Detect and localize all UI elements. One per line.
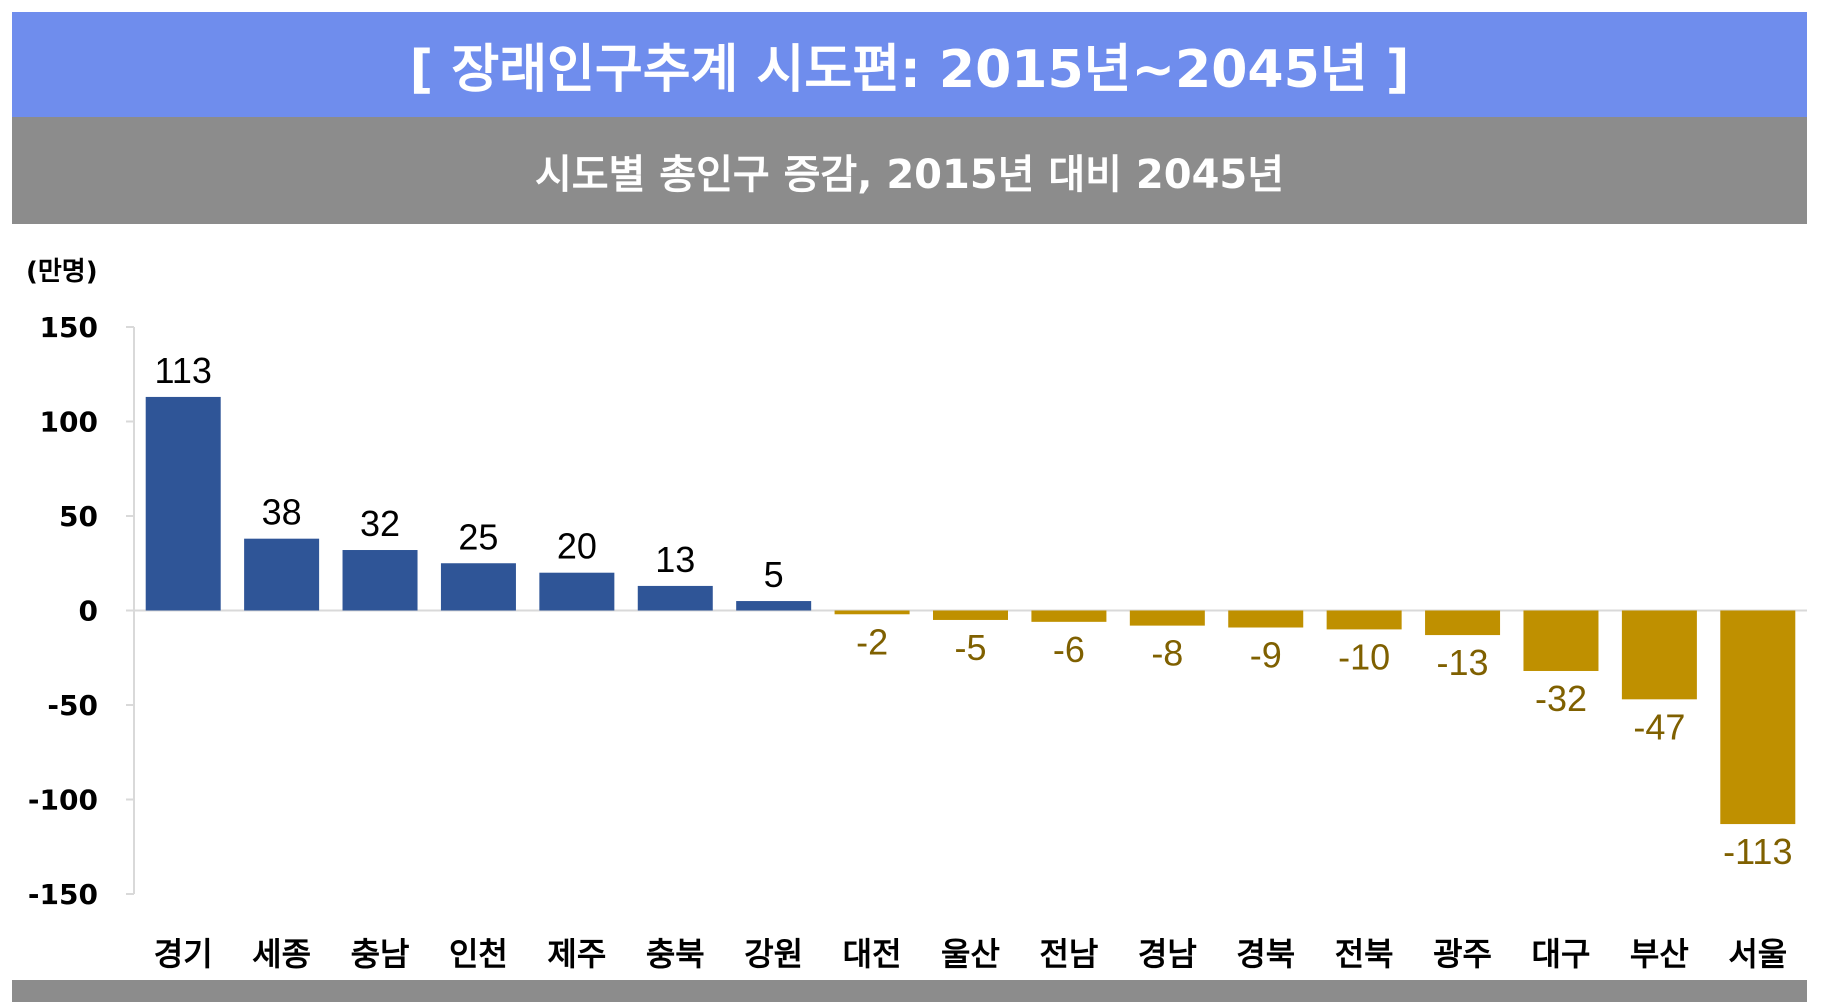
x-category-label: 제주: [547, 935, 606, 973]
bar-제주: [539, 572, 615, 611]
footer-bar: [12, 980, 1807, 1002]
data-label: -113: [1723, 831, 1792, 872]
bar-대전: [834, 610, 910, 615]
x-category-label: 충남: [351, 935, 410, 973]
bar-경기: [145, 396, 221, 611]
data-label: 5: [764, 554, 784, 595]
bar-충남: [342, 550, 418, 611]
bar-대구: [1523, 610, 1599, 671]
x-category-label: 부산: [1630, 935, 1689, 973]
bar-경남: [1129, 610, 1205, 626]
bar-세종: [244, 538, 320, 611]
x-category-label: 세종: [252, 935, 311, 973]
data-label: -9: [1250, 635, 1282, 676]
bar-경북: [1228, 610, 1304, 628]
data-label: -6: [1053, 629, 1085, 670]
bar-전남: [1031, 610, 1107, 622]
y-tick-label: -50: [47, 689, 98, 722]
data-label: -13: [1437, 642, 1489, 683]
x-category-label: 경기: [154, 935, 213, 973]
y-axis-unit: (만명): [26, 257, 98, 287]
y-tick-label: -150: [28, 878, 98, 911]
x-category-label: 전남: [1039, 935, 1098, 973]
data-label: -47: [1633, 706, 1685, 747]
data-label: -5: [954, 627, 986, 668]
data-label: -32: [1535, 678, 1587, 719]
y-tick-label: 50: [59, 500, 98, 533]
x-category-label: 충북: [646, 935, 705, 973]
data-label: 25: [458, 516, 498, 557]
chart-subtitle: 시도별 총인구 증감, 2015년 대비 2045년: [12, 117, 1807, 224]
bar-부산: [1621, 610, 1697, 700]
bar-울산: [933, 610, 1008, 620]
bar-광주: [1425, 610, 1501, 636]
bar-전북: [1326, 610, 1402, 630]
x-category-label: 전북: [1335, 935, 1394, 973]
data-label: -8: [1151, 633, 1183, 674]
y-tick-label: 150: [40, 311, 98, 344]
page-title: [ 장래인구추계 시도편: 2015년~2045년 ]: [12, 12, 1807, 117]
x-category-label: 대전: [843, 935, 902, 973]
data-label: 13: [655, 539, 695, 580]
x-category-label: 경북: [1236, 935, 1295, 973]
x-category-label: 울산: [941, 935, 1000, 973]
x-category-label: 강원: [744, 935, 803, 973]
y-tick-label: 0: [79, 595, 98, 628]
data-label: 20: [557, 526, 597, 567]
data-label: 38: [262, 492, 302, 533]
y-tick-label: -100: [28, 784, 98, 817]
x-category-label: 서울: [1728, 935, 1787, 973]
y-tick-label: 100: [40, 406, 98, 439]
x-category-label: 인천: [449, 935, 508, 973]
bar-서울: [1720, 610, 1796, 825]
data-label: 32: [360, 503, 400, 544]
bar-충북: [637, 585, 713, 611]
x-category-label: 경남: [1138, 935, 1197, 973]
data-label: -10: [1338, 636, 1390, 677]
bar-인천: [440, 563, 516, 611]
x-category-label: 대구: [1532, 935, 1591, 973]
data-label: -2: [856, 621, 888, 662]
bar-강원: [736, 601, 812, 611]
x-category-label: 광주: [1433, 935, 1492, 973]
data-label: 113: [155, 350, 212, 391]
